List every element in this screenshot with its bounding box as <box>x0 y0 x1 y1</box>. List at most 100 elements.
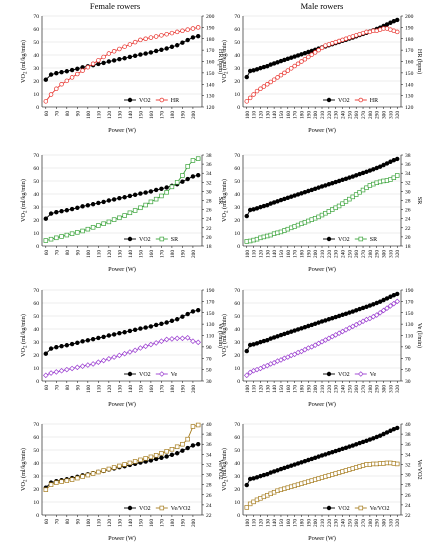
data-point <box>143 51 148 56</box>
chart-panel-female-hr: 0 10 20 30 40 50 60 70 120 130 140 150 160 170 180 190 2… <box>20 14 224 134</box>
legend-label: Ve <box>370 372 377 378</box>
x-tick-label: 150 <box>279 250 285 258</box>
x-tick-label: 220 <box>327 250 333 258</box>
data-point <box>59 208 64 214</box>
y-tick-label: 0 <box>36 244 39 250</box>
y2-tick-label: 26 <box>206 493 212 499</box>
y-tick-label: 10 <box>33 92 39 98</box>
data-point <box>258 86 263 92</box>
y-tick-label: 70 <box>33 422 39 428</box>
x-tick-label: 160 <box>149 385 155 393</box>
data-point <box>343 199 349 204</box>
y2-tick-label: 150 <box>405 311 414 317</box>
data-point <box>353 321 359 328</box>
y2-axis-title: HR (bpm) <box>217 49 224 74</box>
data-point <box>64 366 70 373</box>
y-tick-label: 20 <box>33 353 39 359</box>
data-point <box>164 449 169 454</box>
data-point <box>69 365 75 372</box>
y2-axis-title: Ve/VO2 <box>217 459 224 479</box>
data-point <box>340 201 345 206</box>
data-point <box>59 81 64 87</box>
x-tick-label: 60 <box>44 385 50 391</box>
data-point <box>195 307 201 313</box>
data-point <box>174 180 180 185</box>
x-tick-label: 110 <box>252 111 258 119</box>
x-tick-label: 160 <box>286 250 292 258</box>
data-point <box>350 194 356 200</box>
data-point <box>244 348 249 354</box>
data-point <box>85 64 91 70</box>
x-tick-label: 150 <box>279 385 285 393</box>
x-tick-label: 280 <box>368 111 374 119</box>
x-tick-label: 170 <box>159 250 165 258</box>
x-tick-label: 220 <box>327 519 333 527</box>
y2-tick-label: 24 <box>405 217 411 223</box>
data-point <box>346 325 353 331</box>
x-tick-label: 210 <box>320 385 326 393</box>
y-axis-title: VO2 (ml/kg/min) <box>20 448 29 491</box>
x-tick-label: 290 <box>375 111 381 119</box>
legend-marker <box>358 371 364 377</box>
data-point <box>106 356 112 362</box>
x-tick-label: 150 <box>138 111 144 119</box>
data-point <box>306 54 311 60</box>
x-tick-label: 180 <box>170 519 176 527</box>
x-tick-label: 140 <box>272 250 278 258</box>
x-tick-label: 140 <box>272 111 278 119</box>
y-tick-label: 50 <box>33 448 39 454</box>
y2-tick-label: 38 <box>405 432 411 438</box>
data-point <box>101 221 106 226</box>
data-point <box>127 42 133 47</box>
data-point <box>377 299 383 304</box>
y2-tick-label: 200 <box>405 14 414 20</box>
y2-tick-label: 38 <box>206 432 212 438</box>
data-point <box>79 363 86 370</box>
data-point <box>180 314 185 319</box>
data-point <box>184 334 191 341</box>
data-point <box>275 75 280 80</box>
y2-tick-label: 22 <box>405 226 411 232</box>
data-point <box>322 337 329 343</box>
data-point <box>164 320 169 325</box>
x-tick-label: 190 <box>180 250 186 258</box>
x-tick-label: 310 <box>388 519 394 527</box>
x-tick-label: 190 <box>306 519 312 527</box>
data-point <box>116 352 123 359</box>
data-point <box>312 342 318 348</box>
y-tick-label: 50 <box>33 179 39 185</box>
y-tick-label: 10 <box>234 231 240 237</box>
data-point <box>153 322 159 328</box>
x-tick-label: 200 <box>313 519 319 527</box>
y2-tick-label: 34 <box>405 171 411 177</box>
column-title-female: Female rowers <box>89 1 141 11</box>
x-tick-label: 140 <box>128 250 134 258</box>
data-point <box>190 443 196 448</box>
y-tick-label: 60 <box>33 435 39 441</box>
data-point <box>169 447 175 452</box>
data-point <box>153 196 159 202</box>
data-point <box>265 81 270 87</box>
data-point <box>384 161 390 166</box>
data-point <box>174 29 180 35</box>
y2-tick-label: 90 <box>405 345 411 351</box>
data-point <box>111 465 117 470</box>
data-point <box>117 195 122 201</box>
x-tick-label: 70 <box>54 111 60 117</box>
data-point <box>143 190 148 195</box>
data-point <box>69 67 75 73</box>
data-point <box>85 362 91 368</box>
legend-marker <box>127 505 133 511</box>
data-point <box>278 357 284 363</box>
data-point <box>138 52 143 57</box>
data-point <box>159 193 164 199</box>
data-point <box>75 71 80 77</box>
y2-tick-label: 110 <box>206 334 214 340</box>
data-point <box>138 205 143 211</box>
x-tick-label: 60 <box>44 519 50 525</box>
data-point <box>111 197 117 202</box>
data-point <box>244 505 250 510</box>
y2-tick-label: 26 <box>405 493 411 499</box>
